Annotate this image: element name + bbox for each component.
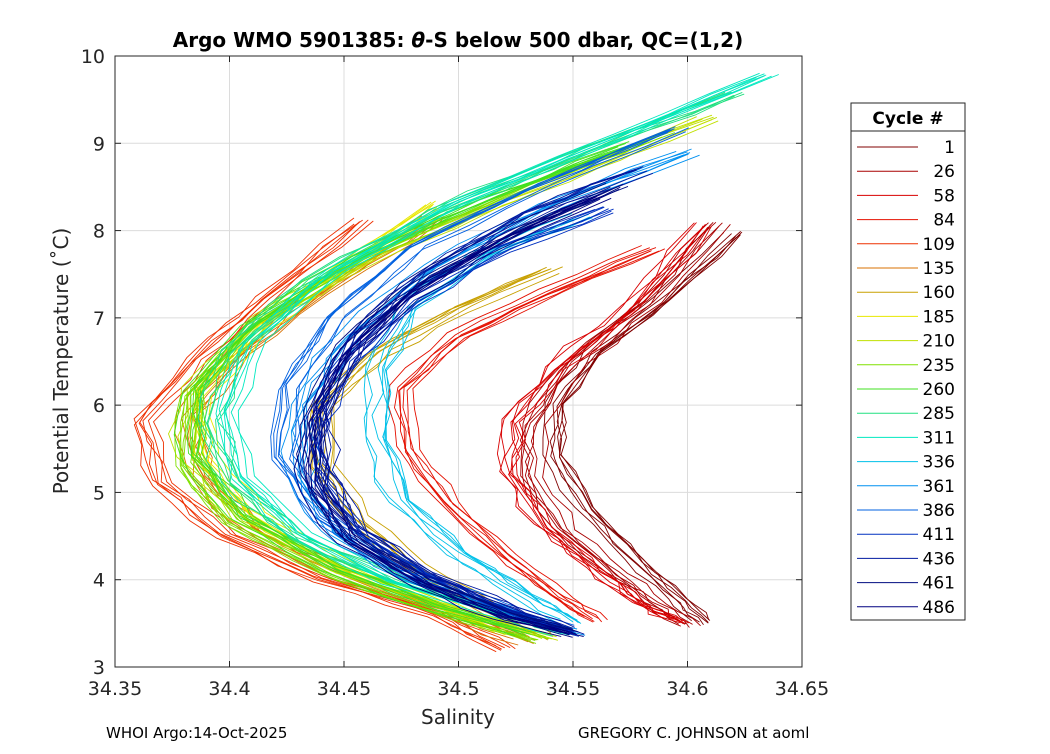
legend-label-160: 160: [923, 283, 955, 303]
y-tick-label: 10: [81, 46, 105, 68]
series-line-cycle-26: [530, 222, 723, 625]
series-line-cycle-109: [142, 219, 505, 649]
x-axis-label: Salinity: [421, 705, 495, 729]
series-lines: [133, 72, 779, 653]
series-line-cycle-260: [192, 145, 634, 635]
series-line-cycle-26: [523, 221, 717, 625]
y-tick-label: 7: [93, 308, 105, 330]
footer-left-text: WHOI Argo:14-Oct-2025: [106, 724, 288, 742]
x-tick-label: 34.4: [208, 678, 250, 700]
x-tick-label: 34.6: [666, 678, 708, 700]
series-line-cycle-109: [133, 217, 497, 647]
series-line-cycle-411: [317, 212, 614, 637]
series-line-cycle-436: [322, 166, 644, 628]
series-line-cycle-1: [550, 233, 732, 623]
series-line-cycle-1: [549, 236, 736, 625]
series-line-cycle-311: [237, 74, 779, 634]
y-tick-label: 5: [93, 482, 105, 504]
x-tick-label: 34.5: [437, 678, 479, 700]
series-line-cycle-1: [556, 233, 741, 623]
y-tick-label: 4: [93, 570, 105, 592]
chart-title: Argo WMO 5901385: θ-S below 500 dbar, QC…: [173, 28, 743, 52]
legend-label-109: 109: [923, 235, 955, 255]
series-line-cycle-361: [300, 152, 691, 634]
series-line-cycle-26: [519, 221, 714, 625]
series-line-cycle-26: [542, 224, 731, 627]
footer-right-text: GREGORY C. JOHNSON at aoml: [578, 724, 810, 742]
legend-label-461: 461: [923, 574, 955, 594]
legend-label-58: 58: [933, 186, 955, 206]
legend-label-336: 336: [923, 453, 955, 473]
series-line-cycle-210: [168, 116, 697, 637]
series-line-cycle-84: [394, 247, 650, 620]
series-line-cycle-486: [308, 194, 599, 634]
legend-label-285: 285: [923, 404, 955, 424]
series-line-cycle-361: [280, 150, 677, 632]
legend-label-386: 386: [923, 501, 955, 521]
series-line-cycle-58: [496, 222, 697, 621]
y-tick-label: 8: [93, 221, 105, 243]
series-line-cycle-1: [560, 231, 743, 621]
legend-label-361: 361: [923, 477, 955, 497]
series-line-cycle-26: [520, 222, 709, 625]
series-line-cycle-486: [303, 198, 601, 638]
legend-label-486: 486: [923, 598, 955, 618]
legend-label-185: 185: [923, 307, 955, 327]
series-line-cycle-109: [133, 223, 497, 653]
series-line-cycle-58: [508, 225, 704, 624]
legend-label-135: 135: [923, 259, 955, 279]
x-tick-label: 34.65: [775, 678, 829, 700]
series-line-cycle-1: [542, 232, 725, 622]
legend-label-311: 311: [923, 428, 955, 448]
legend: Cycle # 1 26 58 84 109 135 160 185 210 235 260 285 3…: [850, 102, 966, 621]
series-line-cycle-58: [499, 222, 695, 621]
legend-label-26: 26: [933, 162, 955, 182]
y-tick-label: 3: [93, 657, 105, 679]
series-line-cycle-486: [310, 193, 601, 633]
legend-entries: 1 26 58 84 109 135 160 185 210 235 260 285 311 336 361…: [857, 138, 955, 618]
legend-label-436: 436: [923, 549, 955, 569]
series-line-cycle-486: [293, 197, 589, 637]
axis-ticks: 34.35 34.4 34.45 34.5 34.55 34.6 34.65 3 4 5 6 7 8 9 1…: [81, 46, 829, 700]
legend-label-1: 1: [944, 138, 955, 158]
legend-title: Cycle #: [872, 109, 943, 129]
series-line-cycle-58: [511, 226, 709, 625]
x-tick-label: 34.55: [546, 678, 600, 700]
series-line-cycle-260: [186, 143, 627, 633]
series-line-cycle-84: [402, 247, 657, 619]
series-line-cycle-461: [322, 185, 629, 633]
legend-label-260: 260: [923, 380, 955, 400]
series-line-cycle-235: [179, 133, 662, 642]
legend-label-84: 84: [933, 211, 955, 231]
y-tick-label: 6: [93, 395, 105, 417]
legend-label-210: 210: [923, 332, 955, 352]
series-line-cycle-58: [515, 225, 713, 624]
series-line-cycle-84: [412, 248, 665, 621]
y-axis-label: Potential Temperature (˚C): [49, 228, 73, 495]
legend-label-411: 411: [923, 525, 955, 545]
series-line-cycle-486: [319, 197, 612, 637]
series-line-cycle-109: [138, 222, 502, 651]
x-tick-label: 34.45: [317, 678, 371, 700]
series-line-cycle-311: [223, 75, 765, 635]
series-line-cycle-210: [177, 118, 703, 640]
y-tick-label: 9: [93, 133, 105, 155]
series-line-cycle-436: [328, 172, 654, 635]
series-line-cycle-260: [191, 141, 630, 631]
series-line-cycle-84: [387, 245, 642, 617]
legend-label-235: 235: [923, 356, 955, 376]
x-tick-label: 34.35: [88, 678, 142, 700]
series-line-cycle-336: [371, 215, 585, 623]
